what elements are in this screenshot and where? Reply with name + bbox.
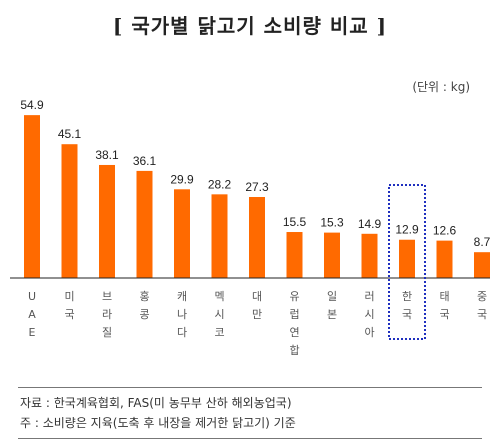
bar-7 xyxy=(286,232,303,278)
notes-top-rule xyxy=(18,387,482,388)
value-label-4: 29.9 xyxy=(170,172,194,186)
source-note: 자료 : 한국계육협회, FAS(미 농무부 산하 해외농업국) xyxy=(20,396,292,410)
notes-bottom-rule xyxy=(18,438,482,439)
value-label-10: 12.9 xyxy=(395,223,419,237)
bar-12 xyxy=(474,252,490,278)
value-label-1: 45.1 xyxy=(58,127,82,141)
bar-0 xyxy=(24,115,40,278)
bar-2 xyxy=(99,164,115,278)
value-label-8: 15.3 xyxy=(320,216,344,230)
bar-5 xyxy=(211,194,228,278)
value-label-5: 28.2 xyxy=(208,177,232,191)
value-label-11: 12.6 xyxy=(433,224,457,238)
chart-title: [ 국가별 닭고기 소비량 비교 ] xyxy=(112,14,388,38)
value-label-9: 14.9 xyxy=(358,217,382,231)
highlight-box xyxy=(388,184,426,340)
notes: 자료 : 한국계육협회, FAS(미 농무부 산하 해외농업국) 주 : 소비량… xyxy=(20,393,296,433)
unit-label: (단위 : kg) xyxy=(412,80,470,94)
value-label-3: 36.1 xyxy=(133,154,157,168)
bar-9 xyxy=(361,233,378,278)
bar-8 xyxy=(324,232,340,278)
bar-6 xyxy=(249,197,265,278)
bar-1 xyxy=(61,144,78,278)
category-labels-group: U A E 미 국 브 라 질 홍 콩 캐 나 다 멕 시 코 대 만 유 럽 연 합 일 본 러 시 아 한 국 태 국 중 국 xyxy=(28,289,487,357)
bar-3 xyxy=(136,170,153,278)
bar-4 xyxy=(174,189,190,278)
bar-11 xyxy=(436,240,453,278)
value-label-0: 54.9 xyxy=(20,98,44,112)
value-label-7: 15.5 xyxy=(283,215,307,229)
value-label-6: 27.3 xyxy=(245,180,269,194)
footnote: 주 : 소비량은 지육(도축 후 내장을 제거한 닭고기) 기준 xyxy=(20,416,296,430)
value-labels-group: 54.9 45.1 38.1 36.1 29.9 28.2 27.3 15.5 15.3 14.9… xyxy=(20,98,490,249)
bars-group xyxy=(24,115,490,278)
value-label-12: 8.7 xyxy=(474,235,491,249)
bar-10 xyxy=(399,239,415,278)
bar-chart: 54.9 45.1 38.1 36.1 29.9 28.2 27.3 15.5 15.3 14.9… xyxy=(10,98,491,357)
value-label-2: 38.1 xyxy=(95,148,119,162)
